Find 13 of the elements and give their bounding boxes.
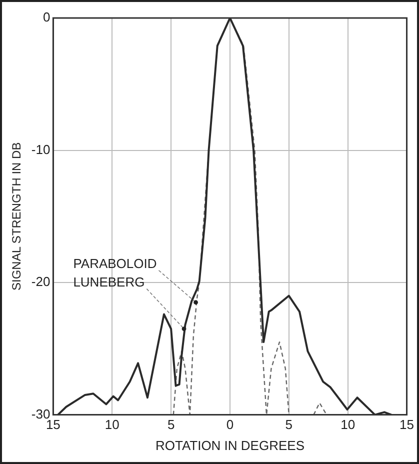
y-axis-title: SIGNAL STRENGTH IN DB bbox=[10, 142, 24, 291]
y-tick-label: 0 bbox=[42, 10, 50, 25]
x-tick-label: 0 bbox=[226, 417, 234, 432]
y-tick-label: -10 bbox=[31, 142, 50, 157]
x-tick-label: 10 bbox=[104, 417, 120, 432]
annotation: PARABOLOID bbox=[73, 256, 157, 271]
annotation: LUNEBERG bbox=[73, 274, 145, 290]
x-tick-label: 15 bbox=[400, 417, 414, 432]
x-tick-label: 10 bbox=[340, 417, 356, 432]
y-tick-label: -20 bbox=[31, 274, 50, 290]
x-tick-label: 5 bbox=[167, 417, 175, 432]
x-axis-title: ROTATION IN DEGREES bbox=[155, 438, 305, 453]
x-tick-label: 5 bbox=[285, 417, 293, 432]
